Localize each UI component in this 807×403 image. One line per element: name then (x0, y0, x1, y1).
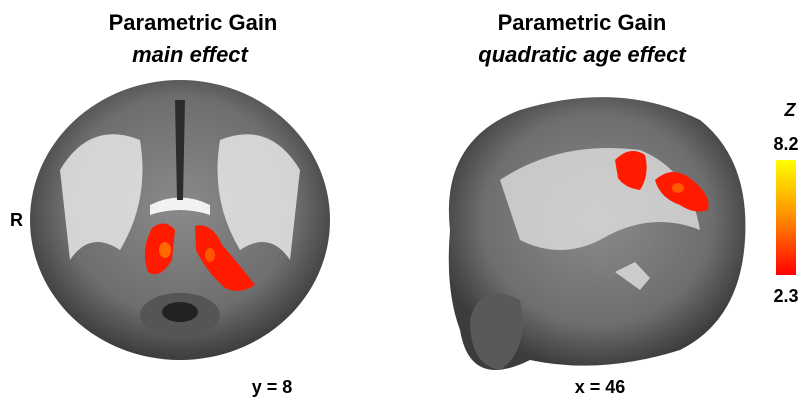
right-coordinate: x = 46 (575, 377, 626, 397)
left-coordinate: y = 8 (252, 377, 293, 397)
left-subtitle: main effect (132, 42, 249, 67)
colorbar-gradient (776, 160, 796, 275)
sagittal-brain (448, 97, 746, 370)
right-subtitle: quadratic age effect (478, 42, 687, 67)
side-label: R (10, 210, 23, 230)
colorbar-title: Z (784, 100, 797, 120)
colorbar-max: 8.2 (773, 134, 798, 154)
coronal-brain (30, 80, 330, 360)
colorbar-min: 2.3 (773, 286, 798, 306)
right-title: Parametric Gain (498, 10, 667, 35)
left-title: Parametric Gain (109, 10, 278, 35)
